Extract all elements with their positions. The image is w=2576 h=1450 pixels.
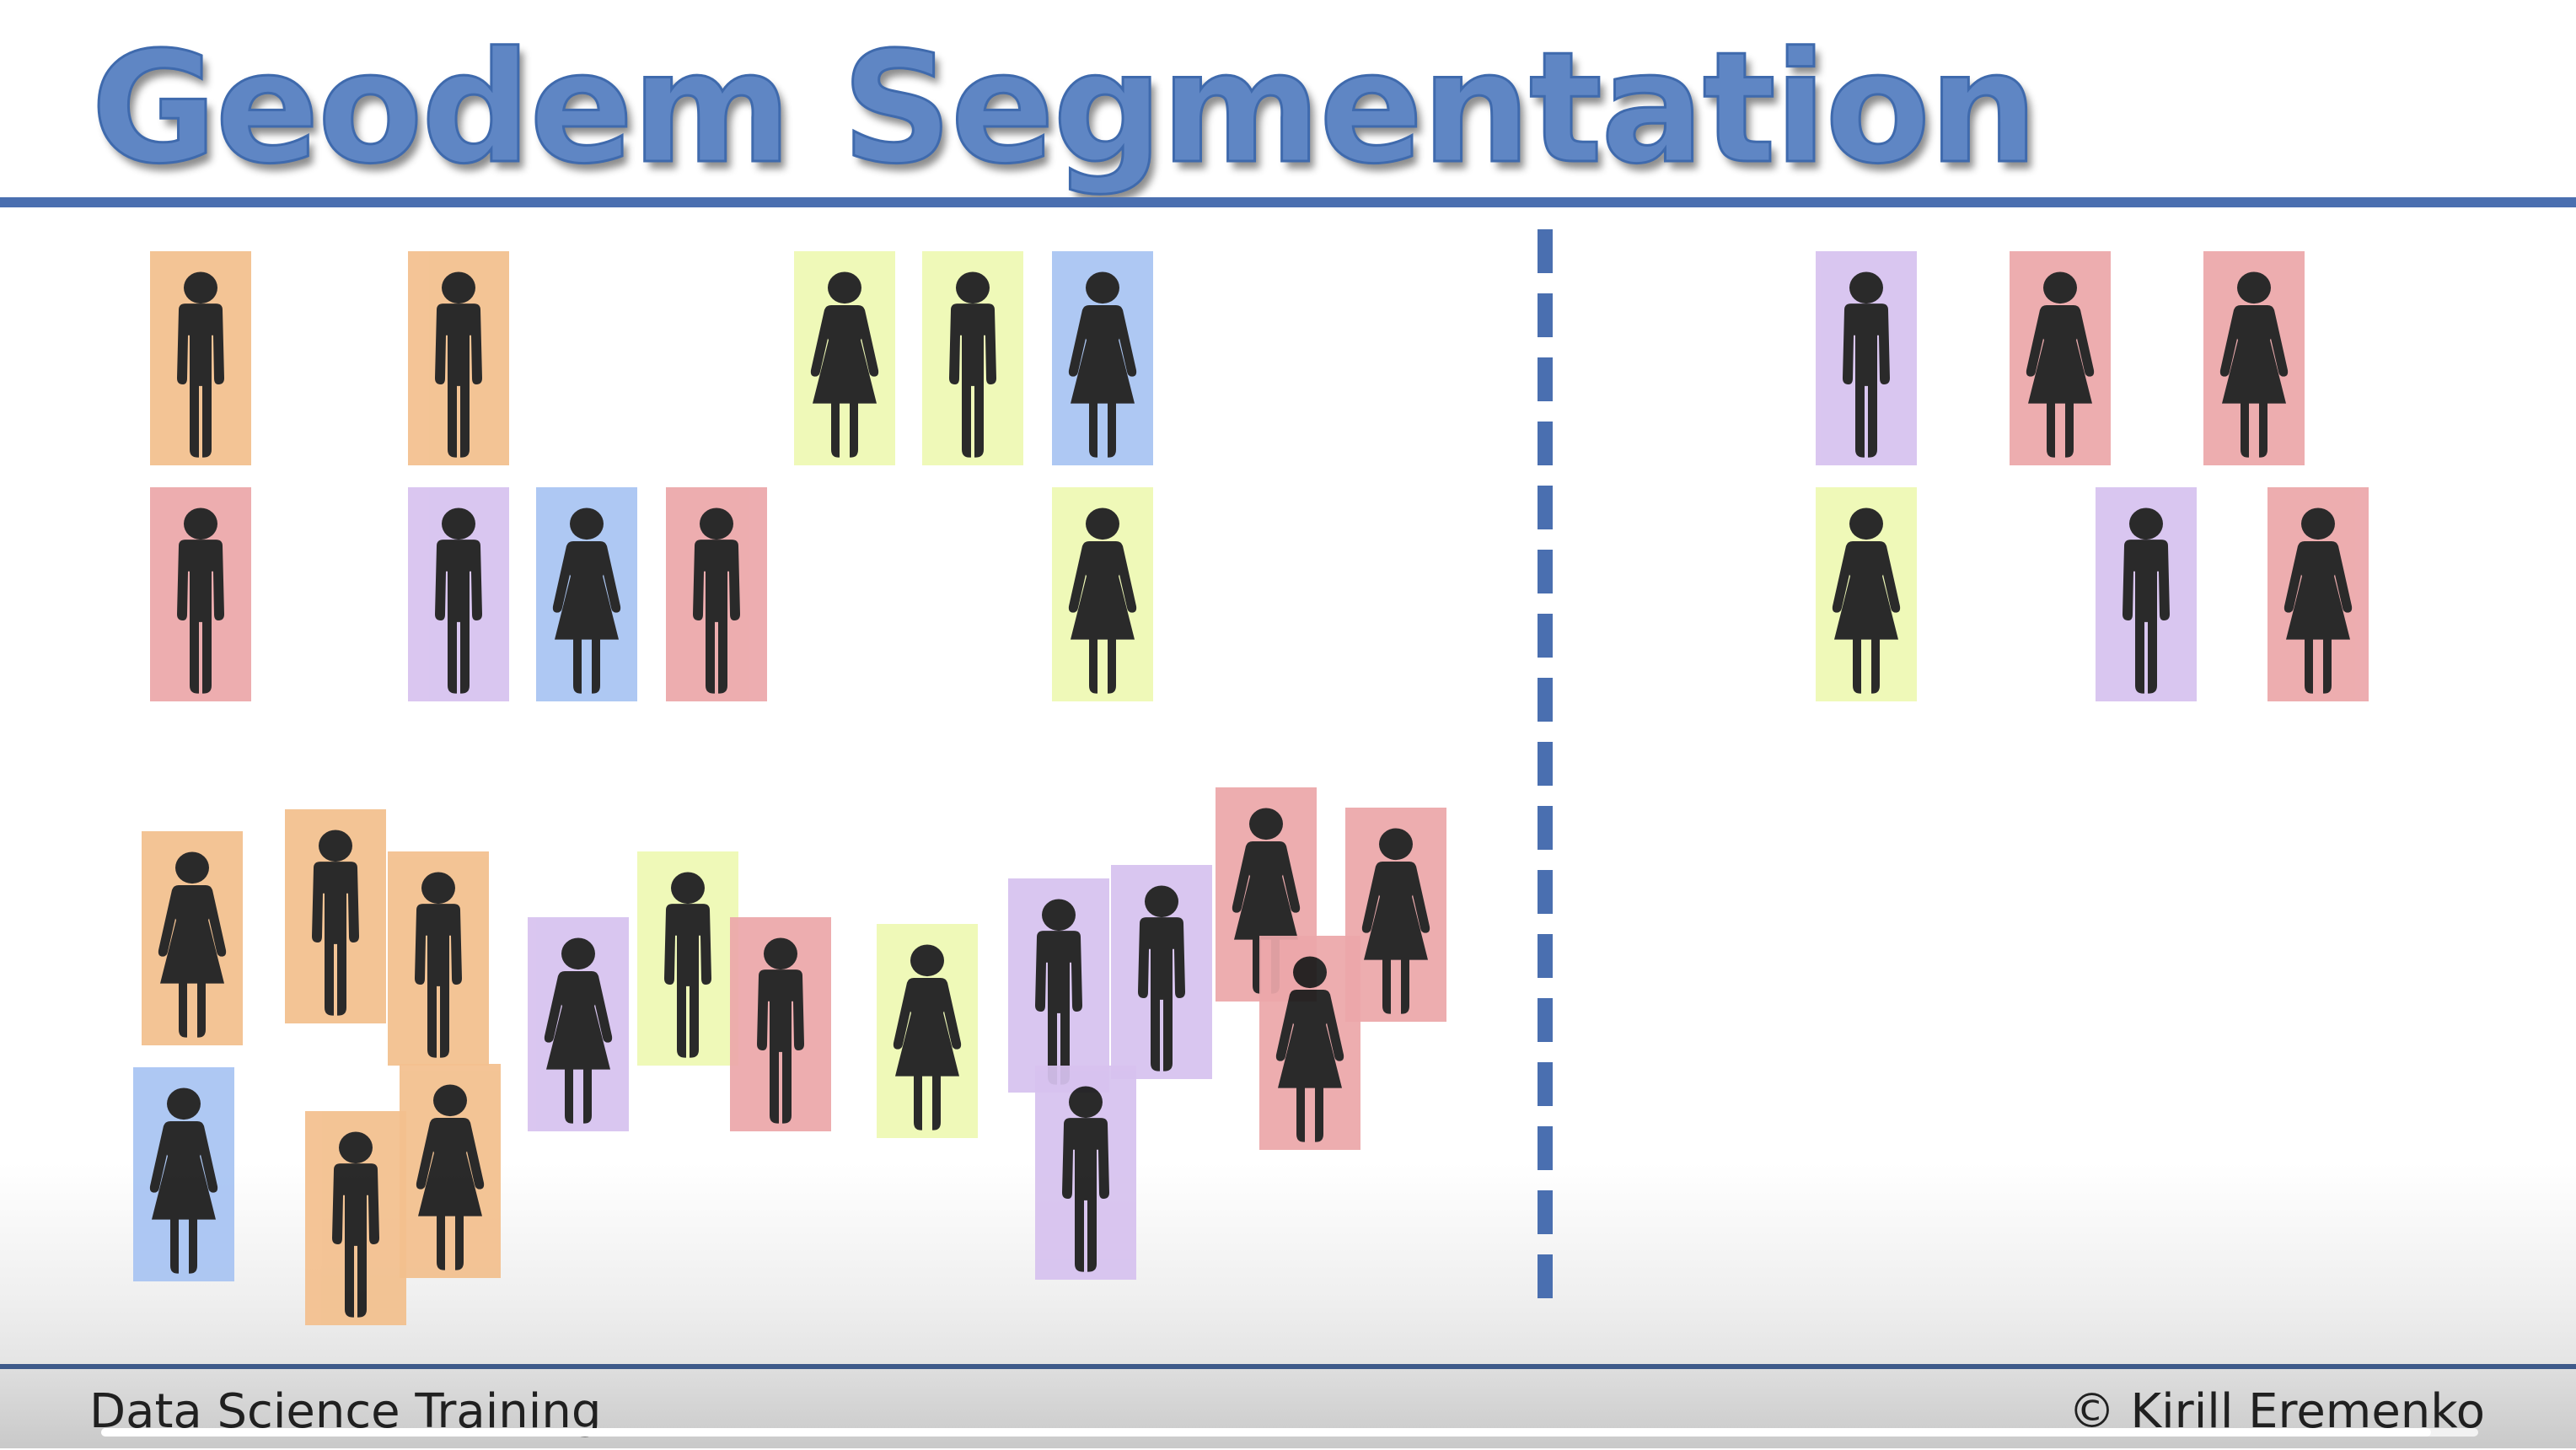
female-figure-icon: [893, 944, 962, 1130]
person-female-lime: [1816, 487, 1917, 701]
male-figure-icon: [177, 508, 224, 694]
video-progress-fill: [101, 1428, 2431, 1437]
person-male-lime: [922, 251, 1023, 465]
person-female-blue: [1052, 251, 1153, 465]
female-figure-icon: [416, 1084, 485, 1270]
person-female-lime: [794, 251, 895, 465]
person-female-blue: [536, 487, 637, 701]
person-male-orange: [305, 1111, 406, 1325]
female-figure-icon: [2284, 508, 2353, 694]
person-male-lime: [637, 851, 738, 1066]
female-figure-icon: [1832, 508, 1901, 694]
male-figure-icon: [435, 508, 482, 694]
male-figure-icon: [177, 271, 224, 458]
slide-title: Geodem Segmentation: [90, 18, 2040, 199]
title-underline: [0, 197, 2576, 207]
person-male-purple: [1111, 865, 1212, 1079]
male-figure-icon: [332, 1131, 379, 1318]
female-figure-icon: [1068, 508, 1137, 694]
person-male-purple: [2096, 487, 2197, 701]
male-figure-icon: [435, 271, 482, 458]
male-figure-icon: [2123, 508, 2170, 694]
male-figure-icon: [1138, 885, 1185, 1071]
person-male-orange: [388, 851, 489, 1066]
person-female-blue: [133, 1067, 234, 1281]
female-figure-icon: [2219, 271, 2289, 458]
person-female-lime: [877, 924, 978, 1138]
male-figure-icon: [949, 271, 996, 458]
person-male-orange: [150, 251, 251, 465]
person-female-orange: [142, 831, 243, 1045]
footer-brand: Data Science Training: [89, 1384, 602, 1439]
male-figure-icon: [757, 937, 804, 1124]
person-male-orange: [408, 251, 509, 465]
female-figure-icon: [2026, 271, 2095, 458]
dashed-divider: [1538, 229, 1553, 1310]
female-figure-icon: [149, 1088, 218, 1274]
footer-rule: [0, 1364, 2576, 1369]
female-figure-icon: [1232, 808, 1301, 994]
video-progress-bar[interactable]: [101, 1428, 2478, 1437]
person-female-purple: [528, 917, 629, 1131]
person-female-pink: [1259, 936, 1360, 1150]
male-figure-icon: [1062, 1086, 1109, 1272]
female-figure-icon: [544, 937, 613, 1124]
person-female-orange: [400, 1064, 501, 1278]
female-figure-icon: [158, 851, 227, 1038]
person-female-lime: [1052, 487, 1153, 701]
person-male-purple: [408, 487, 509, 701]
person-female-pink: [1345, 808, 1446, 1022]
male-figure-icon: [415, 872, 462, 1058]
male-figure-icon: [1843, 271, 1890, 458]
female-figure-icon: [810, 271, 879, 458]
person-male-pink: [730, 917, 831, 1131]
person-male-pink: [150, 487, 251, 701]
person-male-purple: [1816, 251, 1917, 465]
person-male-orange: [285, 809, 386, 1023]
footer-copyright: © Kirill Eremenko: [2068, 1384, 2485, 1439]
male-figure-icon: [693, 508, 740, 694]
person-female-pink: [2010, 251, 2111, 465]
male-figure-icon: [664, 872, 711, 1058]
person-male-pink: [666, 487, 767, 701]
female-figure-icon: [1068, 271, 1137, 458]
male-figure-icon: [1035, 899, 1082, 1085]
female-figure-icon: [1361, 828, 1430, 1014]
male-figure-icon: [312, 830, 359, 1016]
person-female-pink: [2203, 251, 2305, 465]
person-female-pink: [2267, 487, 2369, 701]
person-male-purple: [1008, 878, 1109, 1093]
female-figure-icon: [1275, 956, 1344, 1142]
female-figure-icon: [552, 508, 621, 694]
person-male-purple: [1035, 1066, 1136, 1280]
